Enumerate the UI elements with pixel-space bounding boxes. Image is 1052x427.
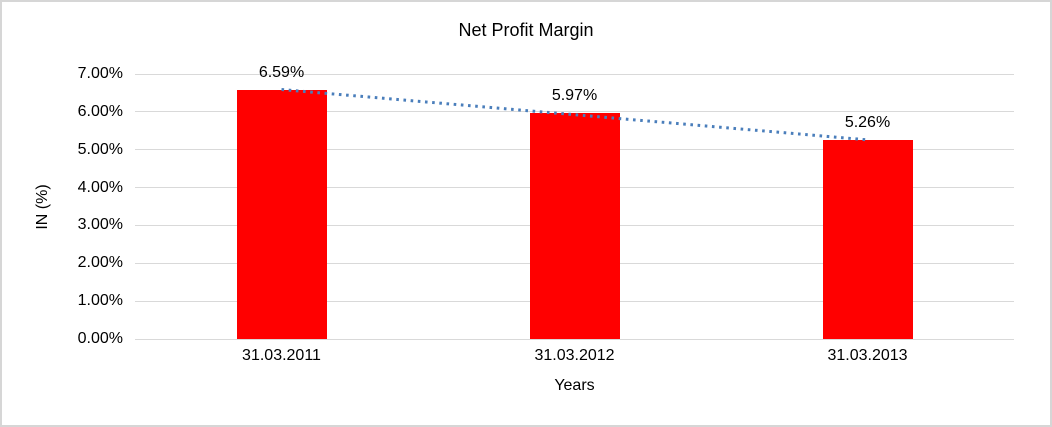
bar-31.03.2013 (822, 139, 913, 339)
plot-area: 0.00% 1.00% 2.00% 3.00% 4.00% 5.00% 6.00% 7.00%… (78, 64, 1014, 364)
y-tick-label: 7.00% (77, 65, 123, 82)
y-tick-label: 5.00% (77, 140, 123, 158)
gridline (135, 338, 1014, 340)
x-category-label: 31.03.2013 (827, 347, 908, 364)
y-tick-label: 4.00% (77, 178, 123, 196)
y-tick-label: 3.00% (77, 216, 123, 234)
bar-31.03.2011 (236, 89, 327, 339)
x-category-label: 31.03.2012 (534, 347, 615, 364)
y-axis-title: IN (%) (34, 184, 51, 230)
bar-value-label: 5.97% (551, 86, 598, 104)
bar-value-label: 5.26% (844, 113, 891, 131)
y-tick-label: 6.00% (77, 102, 123, 120)
bar-31.03.2012 (529, 113, 620, 339)
y-tick-label: 2.00% (77, 254, 123, 272)
x-axis-title: Years (554, 377, 595, 394)
chart-title: Net Profit Margin (458, 20, 594, 40)
y-tick-label: 0.00% (77, 330, 123, 347)
y-tick-label: 1.00% (77, 292, 123, 310)
gridline (135, 73, 1014, 75)
x-category-label: 31.03.2011 (242, 347, 321, 364)
bar-value-label: 6.59% (258, 63, 305, 81)
